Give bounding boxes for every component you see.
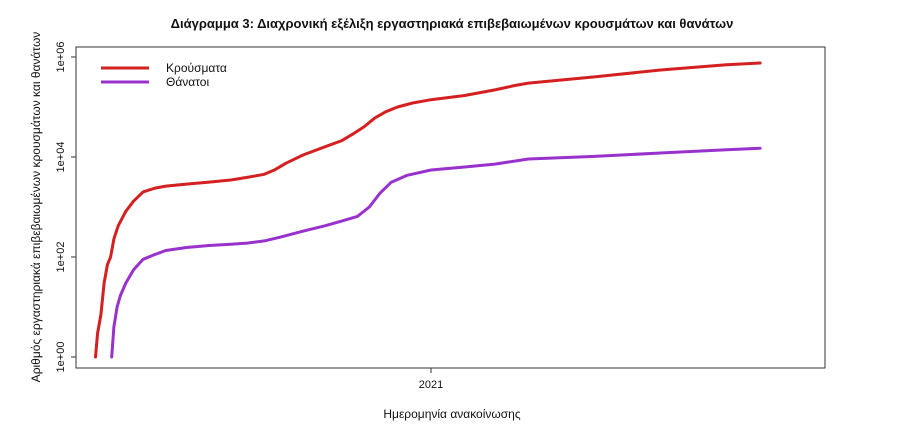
x-axis: 2021: [419, 368, 443, 391]
x-axis-label: Ημερομηνία ανακοίνωσης: [383, 407, 520, 421]
y-tick-label: 1e+02: [55, 242, 67, 273]
chart-title: Διάγραμμα 3: Διαχρονική εξέλιξη εργαστηρ…: [171, 16, 734, 31]
x-tick-label: 2021: [419, 379, 443, 391]
y-axis-label: Αριθμός εργαστηριακά επιβεβαιωμένων κρου…: [29, 32, 43, 383]
series-line-0: [94, 61, 762, 359]
series-group: [94, 61, 762, 359]
y-tick-label: 1e+06: [55, 42, 67, 73]
y-tick-label: 1e+04: [55, 142, 67, 173]
y-axis: 1e+00 1e+02 1e+04 1e+06: [55, 42, 76, 373]
plot-frame: [75, 46, 826, 369]
y-tick-label: 1e+00: [55, 342, 67, 373]
series-line-1: [110, 146, 762, 359]
legend-label: Κρούσματα: [166, 61, 227, 75]
legend-label: Θάνατοι: [166, 75, 209, 89]
